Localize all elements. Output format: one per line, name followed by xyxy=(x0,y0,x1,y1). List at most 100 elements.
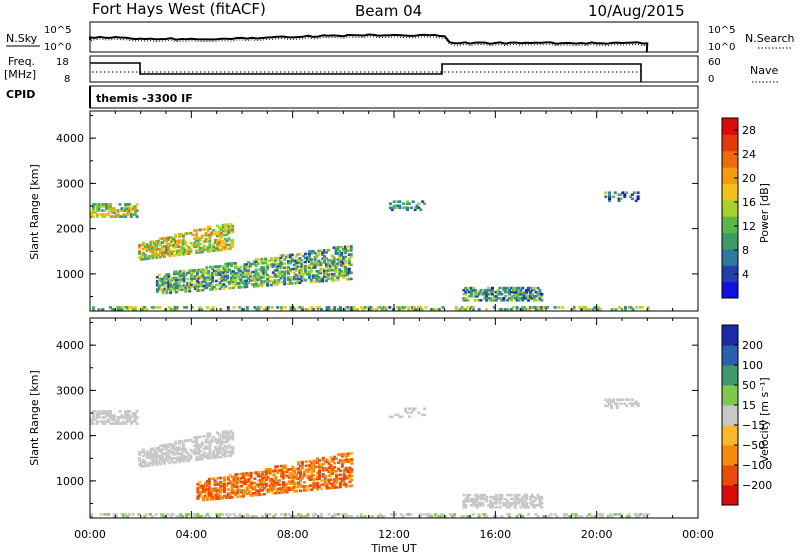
scatter-cell xyxy=(494,290,498,294)
scatter-cell xyxy=(530,493,534,497)
scatter-cell xyxy=(270,480,274,483)
scatter-cell xyxy=(253,306,257,309)
scatter-cell xyxy=(328,277,332,280)
scatter-cell xyxy=(173,270,176,274)
scatter-cell xyxy=(336,276,340,280)
scatter-cell xyxy=(178,286,182,290)
scatter-cell xyxy=(216,283,220,287)
scatter-cell xyxy=(489,504,492,507)
scatter-cell xyxy=(160,515,164,518)
scatter-cell xyxy=(174,272,178,276)
scatter-cell xyxy=(292,277,296,281)
scatter-cell xyxy=(164,251,168,254)
scatter-cell xyxy=(205,498,209,501)
scatter-cell xyxy=(473,504,477,507)
scatter-cell xyxy=(268,478,272,481)
colorbar-swatch xyxy=(722,325,738,346)
scatter-cell xyxy=(205,494,209,497)
scatter-cell xyxy=(216,232,219,236)
scatter-cell xyxy=(159,279,163,283)
scatter-cell xyxy=(186,281,190,285)
scatter-cell xyxy=(515,290,519,294)
scatter-cell xyxy=(337,453,340,456)
scatter-cell xyxy=(406,200,409,203)
scatter-cell xyxy=(344,475,348,478)
scatter-cell xyxy=(219,435,223,438)
scatter-cell xyxy=(344,251,347,255)
scatter-cell xyxy=(259,489,263,492)
scatter-cell xyxy=(232,485,236,489)
scatter-cell xyxy=(521,306,525,309)
scatter-cell xyxy=(219,497,223,500)
scatter-cell xyxy=(433,513,437,516)
scatter-cell xyxy=(147,255,151,258)
scatter-cell xyxy=(160,253,164,257)
scatter-cell xyxy=(214,269,218,273)
scatter-cell xyxy=(619,193,623,196)
scatter-cell xyxy=(205,480,209,483)
scatter-cell xyxy=(211,495,215,499)
scatter-cell xyxy=(209,487,213,491)
scatter-cell xyxy=(260,257,264,261)
scatter-cell xyxy=(197,450,200,453)
scatter-cell xyxy=(209,491,213,495)
scatter-cell xyxy=(399,306,403,309)
scatter-cell xyxy=(323,275,327,279)
scatter-cell xyxy=(213,487,217,490)
scatter-cell xyxy=(208,237,212,241)
scatter-cell xyxy=(174,440,178,444)
scatter-cell xyxy=(99,205,103,208)
scatter-cell xyxy=(245,283,249,287)
scatter-cell xyxy=(317,263,321,267)
scatter-cell xyxy=(122,420,126,423)
scatter-cell xyxy=(145,308,149,311)
scatter-cell xyxy=(281,470,285,474)
scatter-cell xyxy=(118,410,122,413)
scatter-cell xyxy=(245,480,249,483)
scatter-cell xyxy=(344,249,347,253)
scatter-cell xyxy=(274,467,278,470)
scatter-cell xyxy=(161,283,165,287)
scatter-cell xyxy=(103,203,107,206)
scatter-cell xyxy=(95,420,99,423)
scatter-cell xyxy=(536,495,540,499)
scatter-cell xyxy=(634,199,638,203)
scatter-cell xyxy=(314,484,318,487)
scatter-cell xyxy=(169,283,173,286)
scatter-cell xyxy=(198,236,202,240)
scatter-cell xyxy=(198,455,202,459)
scatter-cell xyxy=(306,266,309,270)
scatter-cell xyxy=(266,273,270,277)
scatter-cell xyxy=(346,474,350,478)
scatter-cell xyxy=(270,306,274,309)
scatter-cell xyxy=(530,504,534,507)
scatter-cell xyxy=(277,272,281,276)
scatter-cell xyxy=(272,488,276,491)
scatter-cell xyxy=(204,515,207,518)
scatter-cell xyxy=(133,213,137,216)
scatter-cell xyxy=(166,513,169,516)
scatter-cell xyxy=(423,413,427,417)
scatter-cell xyxy=(224,274,228,278)
scatter-cell xyxy=(528,292,532,296)
scatter-cell xyxy=(519,513,523,516)
scatter-cell xyxy=(215,481,219,484)
scatter-cell xyxy=(162,462,166,465)
scatter-cell xyxy=(404,206,408,210)
scatter-cell xyxy=(159,444,162,448)
scatter-cell xyxy=(419,208,423,212)
scatter-cell xyxy=(335,486,339,489)
scatter-cell xyxy=(150,515,154,518)
scatter-cell xyxy=(271,281,275,285)
scatter-cell xyxy=(181,251,185,254)
scatter-cell xyxy=(534,306,538,309)
scatter-cell xyxy=(534,299,538,302)
scatter-cell xyxy=(193,243,197,247)
scatter-cell xyxy=(120,414,124,417)
scatter-cell xyxy=(145,454,149,457)
scatter-cell xyxy=(95,422,99,425)
scatter-cell xyxy=(207,282,211,285)
scatter-cell xyxy=(172,244,176,247)
